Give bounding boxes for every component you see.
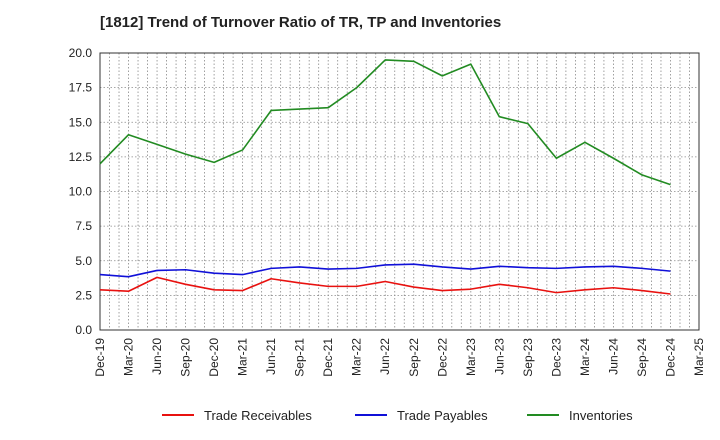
y-tick-label: 2.5 (75, 288, 92, 302)
series-line-trade-payables (99, 263, 671, 278)
x-tick-label: Dec-21 (321, 338, 335, 377)
series-lines (99, 59, 671, 295)
x-tick-label: Dec-22 (435, 338, 449, 377)
chart-title: [1812] Trend of Turnover Ratio of TR, TP… (100, 14, 502, 31)
x-tick-label: Mar-20 (122, 338, 136, 376)
x-tick-label: Sep-23 (521, 338, 535, 377)
x-tick-label: Jun-24 (606, 338, 620, 375)
x-tick-label: Jun-22 (378, 338, 392, 375)
legend-label: Trade Receivables (204, 408, 312, 423)
y-tick-label: 12.5 (69, 150, 93, 164)
x-tick-label: Sep-21 (293, 338, 307, 377)
x-tick-label: Dec-19 (93, 338, 107, 377)
x-tick-label: Mar-23 (464, 338, 478, 376)
x-tick-label: Mar-24 (578, 338, 592, 376)
y-tick-label: 0.0 (75, 323, 92, 337)
y-tick-label: 15.0 (69, 115, 93, 129)
x-tick-label: Mar-25 (692, 338, 706, 376)
plot-frame (99, 52, 700, 331)
x-axis-tick-labels: Dec-19 Mar-20 Jun-20 Sep-20 Dec-20 Mar-21 Jun-… (93, 338, 706, 377)
legend-label: Inventories (569, 408, 633, 423)
legend-label: Trade Payables (397, 408, 488, 423)
legend-item: Trade Receivables (162, 408, 312, 423)
x-tick-label: Dec-20 (207, 338, 221, 377)
y-tick-label: 10.0 (69, 185, 93, 199)
y-axis-tick-labels: 0.0 2.5 5.0 7.5 10.0 12.5 15.0 17.5 20.0 (69, 46, 93, 337)
x-tick-label: Dec-24 (663, 338, 677, 377)
x-tick-label: Mar-22 (350, 338, 364, 376)
x-tick-label: Mar-21 (236, 338, 250, 376)
y-tick-label: 7.5 (75, 219, 92, 233)
y-tick-label: 20.0 (69, 46, 93, 60)
x-tick-label: Sep-24 (635, 338, 649, 377)
legend-item: Trade Payables (355, 408, 488, 423)
legend-item: Inventories (527, 408, 633, 423)
x-tick-label: Sep-22 (407, 338, 421, 377)
y-tick-label: 5.0 (75, 254, 92, 268)
x-tick-label: Jun-23 (492, 338, 506, 375)
grid-lines (99, 52, 700, 331)
x-tick-label: Sep-20 (179, 338, 193, 377)
series-line-trade-receivables (99, 276, 671, 295)
legend: Trade Receivables Trade Payables Inventori… (162, 408, 633, 423)
x-tick-label: Dec-23 (549, 338, 563, 377)
y-tick-label: 17.5 (69, 81, 93, 95)
x-tick-label: Jun-21 (264, 338, 278, 375)
x-tick-label: Jun-20 (150, 338, 164, 375)
series-line-inventories (99, 59, 671, 186)
